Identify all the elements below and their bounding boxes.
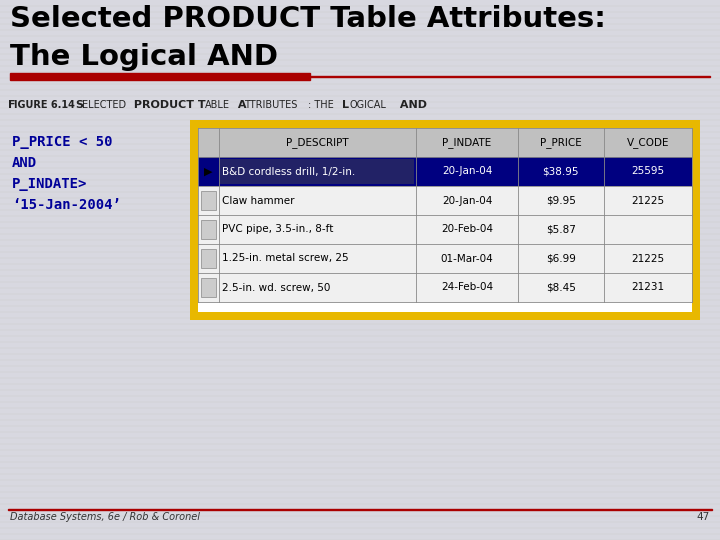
Text: AND: AND <box>12 156 37 170</box>
Bar <box>198 128 692 312</box>
Text: 24-Feb-04: 24-Feb-04 <box>441 282 493 293</box>
Text: 1.25-in. metal screw, 25: 1.25-in. metal screw, 25 <box>222 253 348 264</box>
Text: F: F <box>8 100 16 110</box>
Text: : THE: : THE <box>308 100 337 110</box>
Text: 20-Feb-04: 20-Feb-04 <box>441 225 493 234</box>
Text: $6.99: $6.99 <box>546 253 576 264</box>
Text: ELECTED: ELECTED <box>82 100 126 110</box>
Bar <box>190 120 700 320</box>
Text: $5.87: $5.87 <box>546 225 576 234</box>
Text: The Logical AND: The Logical AND <box>10 43 278 71</box>
Bar <box>201 249 215 268</box>
Bar <box>219 159 414 184</box>
Bar <box>198 244 692 273</box>
Bar <box>198 186 692 215</box>
Text: 20-Jan-04: 20-Jan-04 <box>442 166 492 177</box>
Text: B&D cordless drill, 1/2-in.: B&D cordless drill, 1/2-in. <box>222 166 355 177</box>
Text: PRODUCT: PRODUCT <box>130 100 194 110</box>
Text: A: A <box>234 100 246 110</box>
Text: AND: AND <box>396 100 427 110</box>
Text: TTRIBUTES: TTRIBUTES <box>244 100 297 110</box>
Text: 01-Mar-04: 01-Mar-04 <box>441 253 493 264</box>
Text: 21225: 21225 <box>631 195 665 206</box>
Text: 21231: 21231 <box>631 282 665 293</box>
Bar <box>310 76 710 77</box>
Text: P_INDATE: P_INDATE <box>442 137 492 148</box>
Bar <box>10 73 310 80</box>
Bar <box>198 215 692 244</box>
Text: IGURE 6.14: IGURE 6.14 <box>14 100 75 110</box>
Text: P_PRICE < 50: P_PRICE < 50 <box>12 135 112 149</box>
Text: L: L <box>342 100 349 110</box>
Bar <box>201 191 215 210</box>
Bar <box>198 157 692 186</box>
Text: V_CODE: V_CODE <box>627 137 670 148</box>
Text: OGICAL: OGICAL <box>349 100 386 110</box>
Text: P_DESCRIPT: P_DESCRIPT <box>287 137 349 148</box>
Bar <box>201 278 215 297</box>
Text: P_INDATE>: P_INDATE> <box>12 177 87 191</box>
Text: $38.95: $38.95 <box>543 166 579 177</box>
Text: 47: 47 <box>697 512 710 522</box>
Text: PVC pipe, 3.5-in., 8-ft: PVC pipe, 3.5-in., 8-ft <box>222 225 333 234</box>
Text: 2.5-in. wd. screw, 50: 2.5-in. wd. screw, 50 <box>222 282 330 293</box>
Bar <box>8 509 712 510</box>
Text: ▶: ▶ <box>204 166 212 177</box>
Text: T: T <box>194 100 206 110</box>
Text: Database Systems, 6e / Rob & Coronel: Database Systems, 6e / Rob & Coronel <box>10 512 200 522</box>
Text: $8.45: $8.45 <box>546 282 576 293</box>
Text: S: S <box>75 100 83 110</box>
Text: Selected PRODUCT Table Attributes:: Selected PRODUCT Table Attributes: <box>10 5 606 33</box>
Text: P_PRICE: P_PRICE <box>540 137 582 148</box>
Bar <box>198 273 692 302</box>
Text: ABLE: ABLE <box>205 100 230 110</box>
Bar <box>201 220 215 239</box>
Text: 20-Jan-04: 20-Jan-04 <box>442 195 492 206</box>
Text: 21225: 21225 <box>631 253 665 264</box>
Text: $9.95: $9.95 <box>546 195 576 206</box>
Bar <box>198 128 692 157</box>
Text: ‘15-Jan-2004’: ‘15-Jan-2004’ <box>12 198 121 212</box>
Text: Claw hammer: Claw hammer <box>222 195 294 206</box>
Text: 25595: 25595 <box>631 166 665 177</box>
